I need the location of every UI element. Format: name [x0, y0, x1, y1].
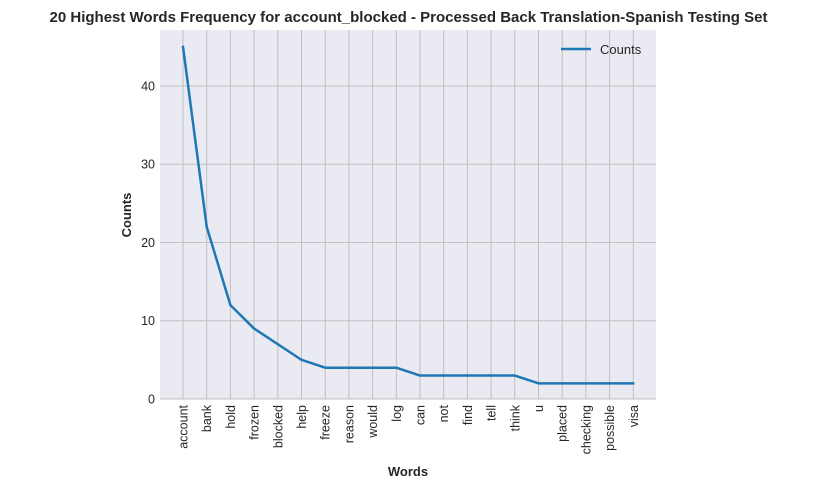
data-point: [347, 366, 351, 369]
x-tick-label: freeze: [319, 405, 333, 440]
x-tick-labels: account bank hold frozen blocked help freeze re…: [177, 404, 641, 454]
x-axis-label: Words: [388, 464, 428, 479]
x-tick-label: visa: [627, 405, 641, 427]
y-tick-label: 0: [148, 393, 155, 407]
series-layer: [181, 45, 635, 385]
data-point: [632, 382, 635, 385]
x-tick-label: frozen: [248, 405, 262, 440]
x-tick-label: tell: [485, 405, 499, 421]
data-point: [276, 343, 279, 346]
data-point: [205, 225, 208, 229]
data-point: [608, 382, 611, 385]
x-tick-label: u: [532, 405, 546, 412]
x-tick-label: log: [390, 405, 404, 422]
plot-area: [160, 30, 656, 399]
x-tick-label: possible: [603, 405, 617, 451]
x-tick-label: checking: [579, 405, 593, 454]
data-point: [181, 45, 185, 49]
x-tick-label: bank: [200, 404, 214, 432]
x-tick-label: hold: [224, 405, 238, 429]
x-tick-label: would: [366, 405, 380, 439]
data-point: [229, 303, 232, 307]
data-point: [489, 374, 493, 377]
series-line: [181, 45, 635, 385]
y-tick-label: 40: [141, 79, 155, 93]
data-point: [513, 374, 516, 377]
y-tick-label: 30: [141, 158, 155, 172]
data-point: [324, 366, 327, 369]
data-point: [395, 366, 398, 369]
data-point: [442, 374, 445, 377]
x-tick-label: find: [461, 405, 475, 425]
data-point: [300, 358, 303, 362]
y-tick-labels: 0 10 20 30 40: [141, 79, 155, 406]
data-point: [252, 327, 256, 330]
y-tick-label: 10: [141, 314, 155, 328]
legend-label: Counts: [600, 42, 642, 57]
grid-lines: [160, 30, 656, 400]
legend: Counts: [561, 42, 642, 57]
chart-title: 20 Highest Words Frequency for account_b…: [50, 9, 768, 26]
data-point: [466, 374, 469, 377]
x-tick-label: not: [437, 404, 451, 422]
x-tick-label: reason: [342, 405, 356, 443]
data-point: [418, 374, 422, 377]
y-tick-label: 20: [141, 236, 155, 250]
data-point: [584, 382, 588, 385]
y-axis-label: Counts: [119, 193, 134, 238]
x-tick-label: blocked: [271, 405, 285, 448]
data-point: [561, 382, 564, 385]
x-tick-label: account: [177, 404, 191, 448]
data-point: [537, 382, 540, 385]
x-tick-label: placed: [556, 405, 570, 442]
x-tick-label: help: [295, 405, 309, 429]
data-point: [371, 366, 374, 369]
x-tick-label: can: [414, 405, 428, 425]
x-tick-label: think: [508, 404, 522, 431]
